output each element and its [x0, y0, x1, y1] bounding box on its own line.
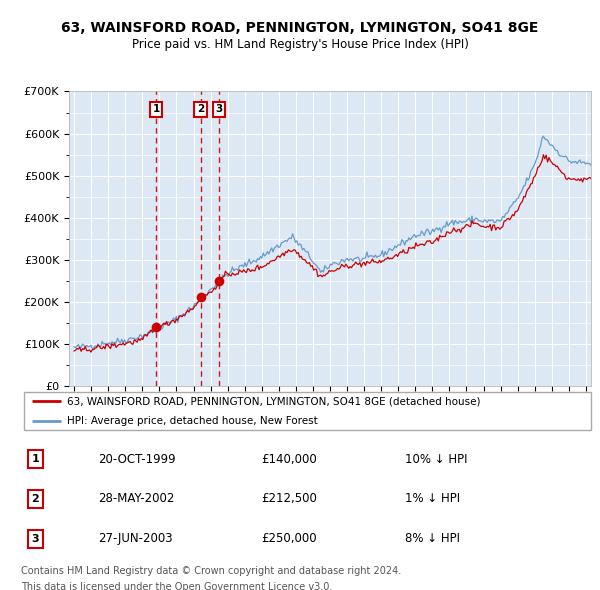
Text: This data is licensed under the Open Government Licence v3.0.: This data is licensed under the Open Gov…: [21, 582, 332, 590]
Text: £212,500: £212,500: [262, 493, 317, 506]
Text: 1: 1: [152, 104, 160, 114]
Text: £250,000: £250,000: [262, 532, 317, 545]
Text: 8% ↓ HPI: 8% ↓ HPI: [405, 532, 460, 545]
Text: £140,000: £140,000: [262, 453, 317, 466]
Text: 2: 2: [197, 104, 204, 114]
Text: 10% ↓ HPI: 10% ↓ HPI: [405, 453, 467, 466]
FancyBboxPatch shape: [24, 392, 591, 430]
Text: 27-JUN-2003: 27-JUN-2003: [98, 532, 173, 545]
Text: 28-MAY-2002: 28-MAY-2002: [98, 493, 175, 506]
Text: HPI: Average price, detached house, New Forest: HPI: Average price, detached house, New …: [67, 417, 317, 426]
Text: 2: 2: [31, 494, 39, 504]
Text: 3: 3: [32, 534, 39, 544]
Text: 1% ↓ HPI: 1% ↓ HPI: [405, 493, 460, 506]
Text: 1: 1: [31, 454, 39, 464]
Text: 3: 3: [215, 104, 223, 114]
Text: 20-OCT-1999: 20-OCT-1999: [98, 453, 176, 466]
Text: Price paid vs. HM Land Registry's House Price Index (HPI): Price paid vs. HM Land Registry's House …: [131, 38, 469, 51]
Text: Contains HM Land Registry data © Crown copyright and database right 2024.: Contains HM Land Registry data © Crown c…: [21, 566, 401, 576]
Text: 63, WAINSFORD ROAD, PENNINGTON, LYMINGTON, SO41 8GE (detached house): 63, WAINSFORD ROAD, PENNINGTON, LYMINGTO…: [67, 396, 481, 407]
Text: 63, WAINSFORD ROAD, PENNINGTON, LYMINGTON, SO41 8GE: 63, WAINSFORD ROAD, PENNINGTON, LYMINGTO…: [61, 21, 539, 35]
